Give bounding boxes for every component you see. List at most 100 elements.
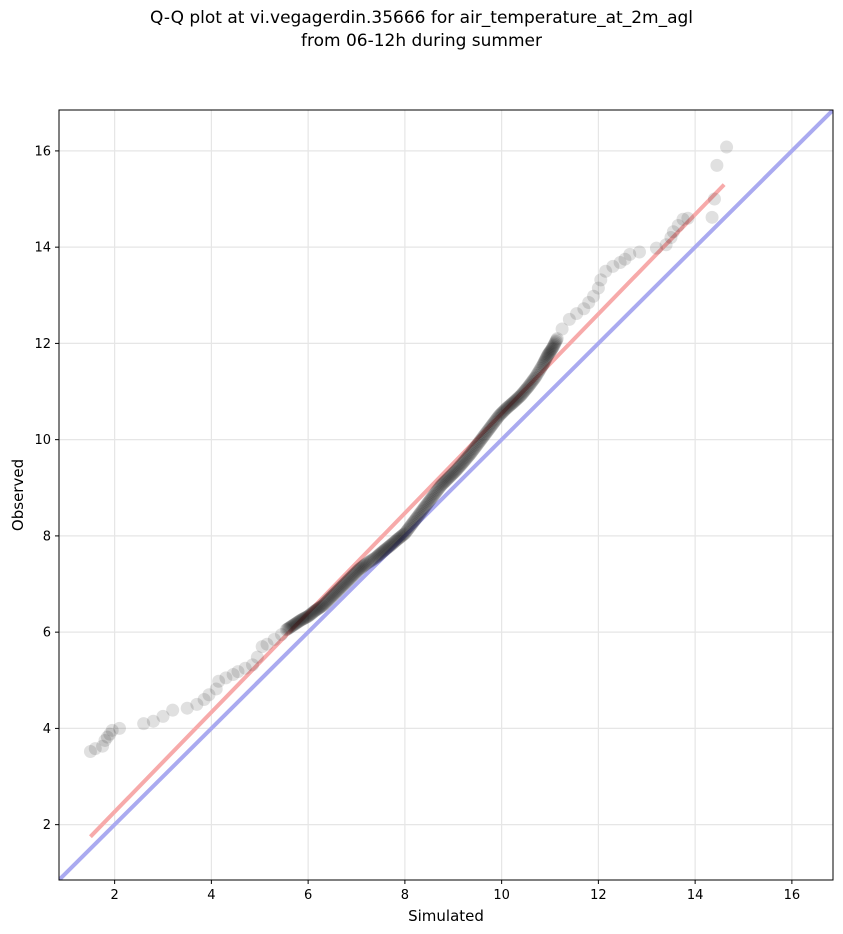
qq-point: [496, 404, 510, 418]
qq-point: [212, 674, 226, 688]
y-tick-label: 8: [43, 529, 51, 544]
qq-point: [296, 612, 310, 626]
qq-point: [429, 485, 443, 499]
qq-point: [363, 554, 377, 568]
qq-point: [518, 383, 532, 397]
qq-point: [498, 402, 512, 416]
y-tick-label: 12: [34, 337, 51, 352]
qq-point: [366, 552, 380, 566]
qq-point: [398, 527, 412, 540]
qq-point: [388, 535, 402, 549]
qq-point: [315, 599, 329, 613]
qq-point: [426, 489, 440, 503]
qq-point: [311, 601, 325, 615]
qq-point: [492, 409, 506, 423]
qq-point: [326, 588, 340, 602]
qq-point: [407, 514, 421, 528]
qq-point: [83, 745, 97, 759]
qq-point: [555, 322, 569, 336]
qq-point: [512, 390, 526, 404]
qq-point: [649, 241, 663, 255]
qq-point: [400, 524, 414, 538]
qq-point: [428, 487, 442, 501]
qq-point: [345, 570, 359, 584]
qq-point: [371, 549, 385, 563]
qq-point: [547, 337, 561, 351]
qq-point: [166, 703, 180, 717]
qq-point: [405, 517, 419, 531]
qq-point: [375, 545, 389, 559]
qq-point: [720, 140, 734, 154]
x-tick-label: 4: [207, 888, 215, 903]
qq-point: [613, 256, 627, 270]
qq-point: [534, 362, 548, 375]
qq-point: [474, 433, 488, 447]
qq-point: [440, 472, 454, 486]
qq-point: [347, 568, 361, 582]
qq-point: [372, 548, 386, 562]
qq-point: [587, 289, 601, 303]
qq-point: [408, 513, 422, 527]
qq-point: [88, 742, 102, 756]
qq-point: [313, 601, 327, 615]
qq-point: [334, 580, 348, 594]
qq-point: [462, 448, 476, 462]
qq-point: [285, 619, 299, 633]
qq-point: [546, 340, 560, 354]
qq-point: [403, 520, 417, 534]
qq-point: [226, 668, 240, 682]
qq-point: [449, 464, 463, 478]
qq-point: [402, 521, 416, 535]
qq-point: [374, 546, 388, 560]
qq-point: [305, 606, 319, 620]
qq-point: [411, 509, 425, 523]
qq-point: [517, 385, 531, 399]
qq-point: [297, 611, 311, 625]
qq-point: [522, 378, 536, 392]
qq-point: [395, 529, 409, 543]
qq-point: [355, 560, 369, 574]
qq-point: [406, 516, 420, 529]
qq-point: [710, 158, 724, 172]
qq-point: [430, 484, 444, 498]
qq-point: [524, 376, 538, 390]
qq-point: [316, 599, 330, 613]
qq-point: [481, 424, 495, 438]
reference-lines: [59, 110, 833, 880]
qq-point: [373, 547, 387, 561]
qq-point: [338, 576, 352, 590]
qq-point: [452, 460, 466, 474]
qq-point: [231, 665, 245, 679]
qq-point: [676, 212, 690, 226]
qq-point: [335, 579, 349, 593]
qq-point: [681, 211, 695, 225]
qq-point: [541, 348, 555, 362]
qq-point: [494, 407, 508, 421]
qq-point: [382, 539, 396, 553]
qq-point: [473, 435, 487, 449]
qq-point: [324, 590, 338, 604]
qq-point: [633, 245, 646, 259]
qq-point: [432, 481, 446, 495]
qq-point: [146, 714, 160, 728]
qq-point: [369, 551, 383, 565]
qq-point: [300, 610, 314, 624]
qq-point: [458, 453, 472, 467]
qq-point: [308, 604, 322, 617]
y-tick-label: 4: [43, 722, 51, 737]
qq-point: [327, 587, 341, 601]
qq-point: [536, 358, 550, 372]
qq-point: [469, 439, 483, 453]
qq-point: [530, 368, 544, 382]
qq-point: [329, 585, 343, 599]
qq-point: [425, 491, 439, 505]
qq-point: [533, 363, 547, 377]
qq-point: [523, 377, 537, 391]
qq-point: [419, 499, 433, 513]
qq-point: [391, 532, 405, 546]
qq-point: [514, 388, 528, 402]
qq-point: [532, 365, 546, 379]
qq-point: [301, 609, 315, 623]
qq-point: [356, 559, 370, 573]
qq-point: [246, 658, 259, 672]
